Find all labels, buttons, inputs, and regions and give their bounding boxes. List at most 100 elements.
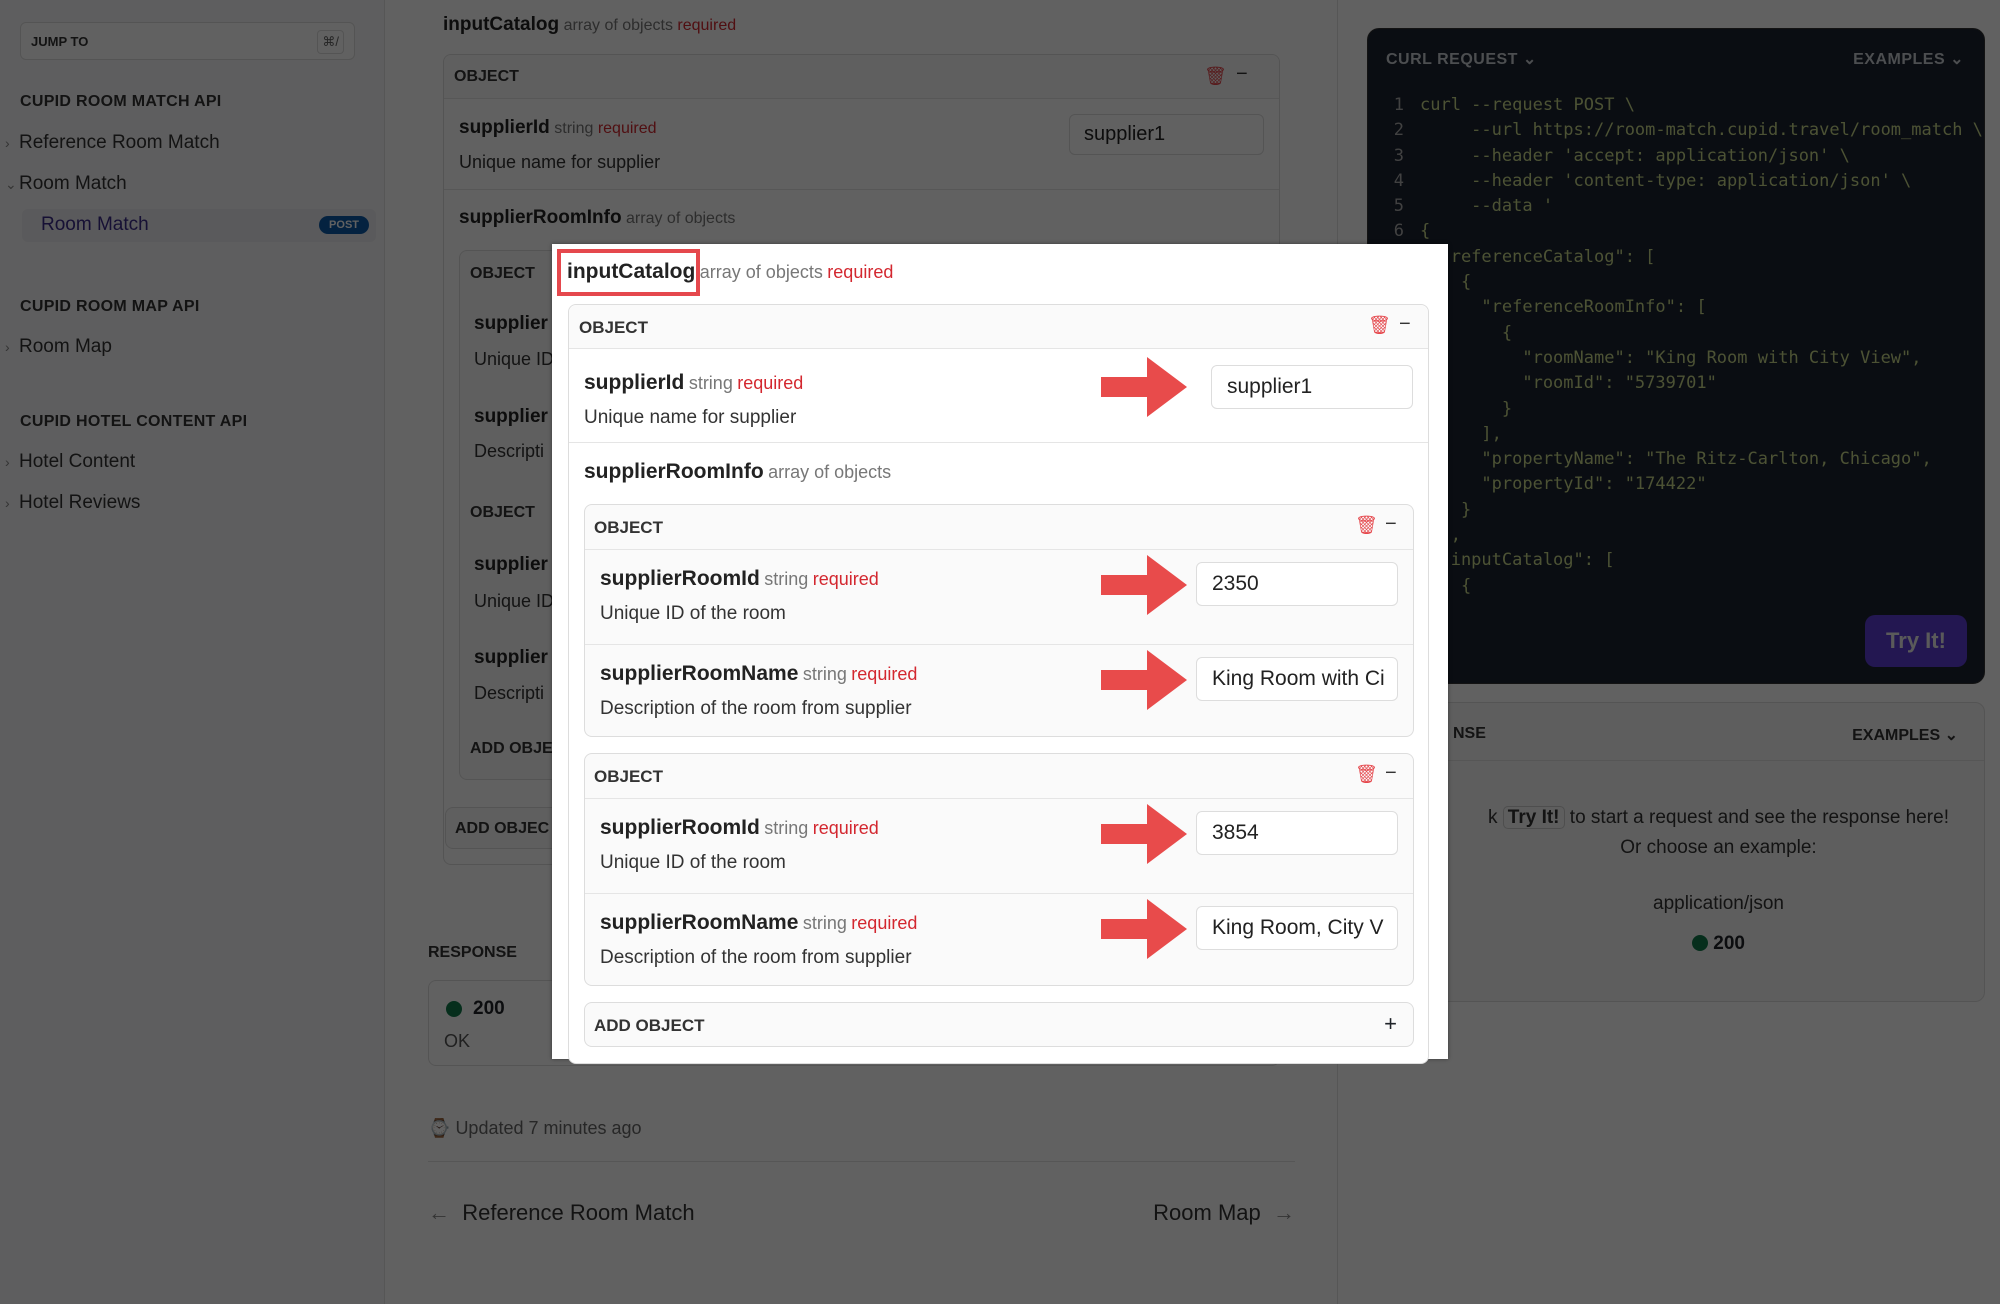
sidebar-item-label: Room Match [19, 173, 127, 194]
sidebar-item-hotel-content[interactable]: › Hotel Content [5, 451, 135, 473]
object-label: OBJECT [470, 265, 535, 282]
code-text: } [1420, 398, 1513, 419]
field-description: Descripti [474, 683, 545, 703]
object-box: OBJECT 🗑 − supplierId string required Un… [568, 304, 1429, 1064]
arrow-right-icon [1101, 899, 1187, 959]
trash-icon[interactable]: 🗑 [1355, 515, 1378, 535]
field-description: Description of the room from supplier [600, 947, 912, 968]
sidebar-item-label: Hotel Reviews [19, 492, 141, 513]
field-description: Descripti [474, 441, 545, 461]
code-line: 12 "roomId": "5739701" [1368, 371, 1986, 396]
arrow-right-icon [1101, 804, 1187, 864]
prev-page-link[interactable]: ← Reference Room Match [428, 1200, 695, 1226]
chevron-right-icon: › [5, 495, 10, 511]
field-type: string [764, 818, 809, 838]
code-text: { [1460, 575, 1472, 596]
code-line: 8 { [1368, 270, 1986, 295]
field-type: array of objects [626, 210, 736, 227]
hint-prefix: k [1488, 807, 1498, 828]
trash-icon[interactable]: 🗑 [1204, 66, 1227, 86]
object-label: OBJECT [470, 504, 535, 521]
field-name: supplierRoomId [600, 816, 760, 839]
arrow-right-icon [1101, 357, 1187, 417]
code-text: { [1420, 221, 1431, 242]
collapse-icon[interactable]: − [1385, 762, 1397, 784]
examples-dropdown[interactable]: EXAMPLES ⌄ [1852, 725, 1958, 745]
param-type: array of objects [563, 17, 673, 34]
param-type: array of objects [699, 262, 823, 282]
sidebar-item-room-match[interactable]: Room Match POST [22, 209, 376, 242]
collapse-icon[interactable]: − [1399, 313, 1411, 335]
zoomed-callout: inputCatalog array of objects required O… [552, 244, 1448, 1064]
method-badge: POST [319, 216, 369, 234]
field-required: required [812, 818, 879, 838]
trash-icon[interactable]: 🗑 [1355, 764, 1378, 784]
arrow-right-icon [1101, 650, 1187, 710]
hint-try-it[interactable]: Try It! [1502, 806, 1565, 829]
field-name: supplierRoomName [600, 662, 799, 685]
sidebar-item-room-match-group[interactable]: ⌄ Room Match [5, 173, 127, 195]
code-line: 10 { [1368, 321, 1986, 346]
chevron-down-icon: ⌄ [1944, 727, 1958, 744]
object-label: OBJECT [454, 68, 519, 85]
code-block: 1 curl --request POST \ 2 --url https://ro… [1368, 93, 1986, 599]
section-title: CUPID ROOM MATCH API [20, 93, 222, 110]
code-panel: CURL REQUEST ⌄ EXAMPLES ⌄ 1 curl --reques… [1367, 28, 1985, 684]
collapse-icon[interactable]: − [1236, 63, 1248, 85]
section-title: CUPID ROOM MAP API [20, 298, 200, 315]
code-line: 4 --header 'content-type: application/js… [1368, 169, 1986, 194]
response-panel-title: NSE [1453, 725, 1486, 742]
room-object-box: OBJECT 🗑 − supplierRoomId string require… [584, 753, 1414, 986]
field-name: supplierId [459, 117, 550, 138]
status-code: 200 [473, 998, 505, 1019]
supplier-room-id-input[interactable]: 2350 [1196, 562, 1398, 606]
code-line: 3 --header 'accept: application/json' \ [1368, 144, 1986, 169]
collapse-icon[interactable]: − [1385, 513, 1397, 535]
chevron-right-icon: › [5, 135, 10, 151]
examples-label: EXAMPLES [1853, 51, 1946, 68]
field-type: string [764, 569, 809, 589]
next-page-link[interactable]: Room Map → [1153, 1200, 1295, 1226]
status-text: OK [444, 1031, 471, 1051]
field-name: supplierId [584, 371, 685, 394]
trash-icon[interactable]: 🗑 [1368, 315, 1391, 335]
code-text: --header 'content-type: application/json… [1420, 170, 1912, 191]
code-text: --header 'accept: application/json' \ [1420, 145, 1850, 166]
supplier-id-input[interactable]: supplier1 [1211, 365, 1413, 409]
plus-icon: + [1384, 1011, 1397, 1036]
line-number: 3 [1393, 145, 1404, 166]
hint-suffix: to start a request and see the response … [1569, 807, 1949, 828]
supplier-room-name-input[interactable]: King Room, City V [1196, 906, 1398, 950]
status-dot-icon [1692, 935, 1708, 951]
field-type: string [554, 120, 594, 137]
example-200[interactable]: 200 [1453, 933, 1984, 955]
supplier-id-input[interactable]: supplier1 [1069, 114, 1264, 155]
content-type: application/json [1653, 893, 1784, 914]
field-type: string [688, 373, 733, 393]
field-description: Unique ID [474, 349, 555, 369]
examples-dropdown[interactable]: EXAMPLES ⌄ [1853, 49, 1964, 69]
response-panel: NSE EXAMPLES ⌄ k Try It! to start a requ… [1352, 702, 1985, 1002]
param-required: required [827, 262, 894, 282]
sidebar-item-reference-room-match[interactable]: › Reference Room Match [5, 132, 220, 154]
jump-to-search[interactable]: JUMP TO ⌘/ [20, 22, 355, 60]
code-title: CURL REQUEST [1386, 51, 1518, 68]
field-name: supplierRoomName [600, 911, 799, 934]
language-dropdown[interactable]: CURL REQUEST ⌄ [1386, 49, 1537, 69]
shortcut-hint: ⌘/ [317, 30, 344, 54]
code-text: } [1460, 499, 1472, 520]
supplier-room-id-input[interactable]: 3854 [1196, 811, 1398, 855]
sidebar-item-hotel-reviews[interactable]: › Hotel Reviews [5, 492, 141, 514]
add-object-button[interactable]: ADD OBJE [470, 740, 553, 757]
code-text: { [1420, 322, 1513, 343]
supplier-room-name-input[interactable]: King Room with Ci [1196, 657, 1398, 701]
field-type: array of objects [768, 462, 892, 482]
code-text: curl --request POST \ [1420, 95, 1635, 115]
add-object-label: ADD OBJEC [455, 820, 550, 837]
param-required: required [677, 17, 737, 34]
code-text: { [1460, 272, 1472, 293]
field-description: Unique ID [474, 591, 555, 611]
add-object-button[interactable]: ADD OBJECT + [584, 1002, 1414, 1047]
try-it-button[interactable]: Try It! [1865, 615, 1967, 667]
sidebar-item-room-map[interactable]: › Room Map [5, 336, 112, 358]
